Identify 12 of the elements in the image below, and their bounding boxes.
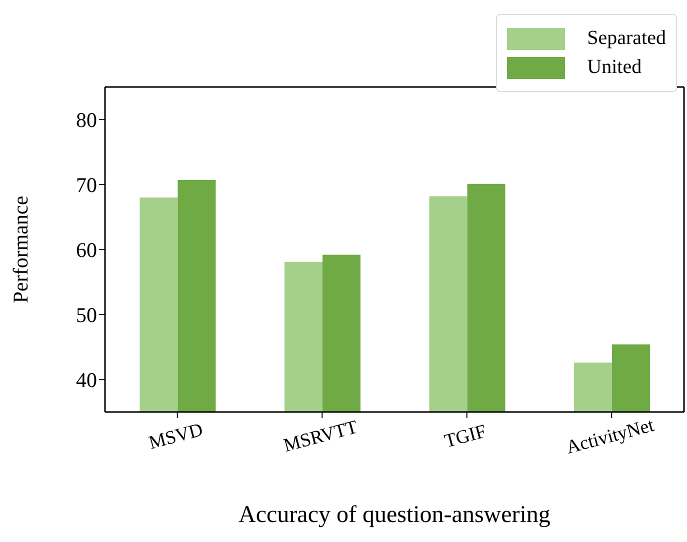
- y-axis-title: Performance: [8, 196, 32, 304]
- y-tick-label: 80: [76, 108, 97, 132]
- y-tick-label: 50: [76, 302, 97, 327]
- y-tick-label: 70: [76, 172, 97, 197]
- y-tick-label: 60: [76, 238, 97, 262]
- x-tick-label: MSRVTT: [282, 416, 360, 457]
- y-tick-label: 40: [76, 368, 97, 392]
- legend-label: United: [587, 56, 642, 79]
- x-tick-label: MSVD: [146, 419, 206, 454]
- x-axis-title: Accuracy of question-answering: [238, 502, 550, 528]
- x-tick-label: TGIF: [442, 421, 489, 452]
- legend-label: Separated: [587, 27, 666, 50]
